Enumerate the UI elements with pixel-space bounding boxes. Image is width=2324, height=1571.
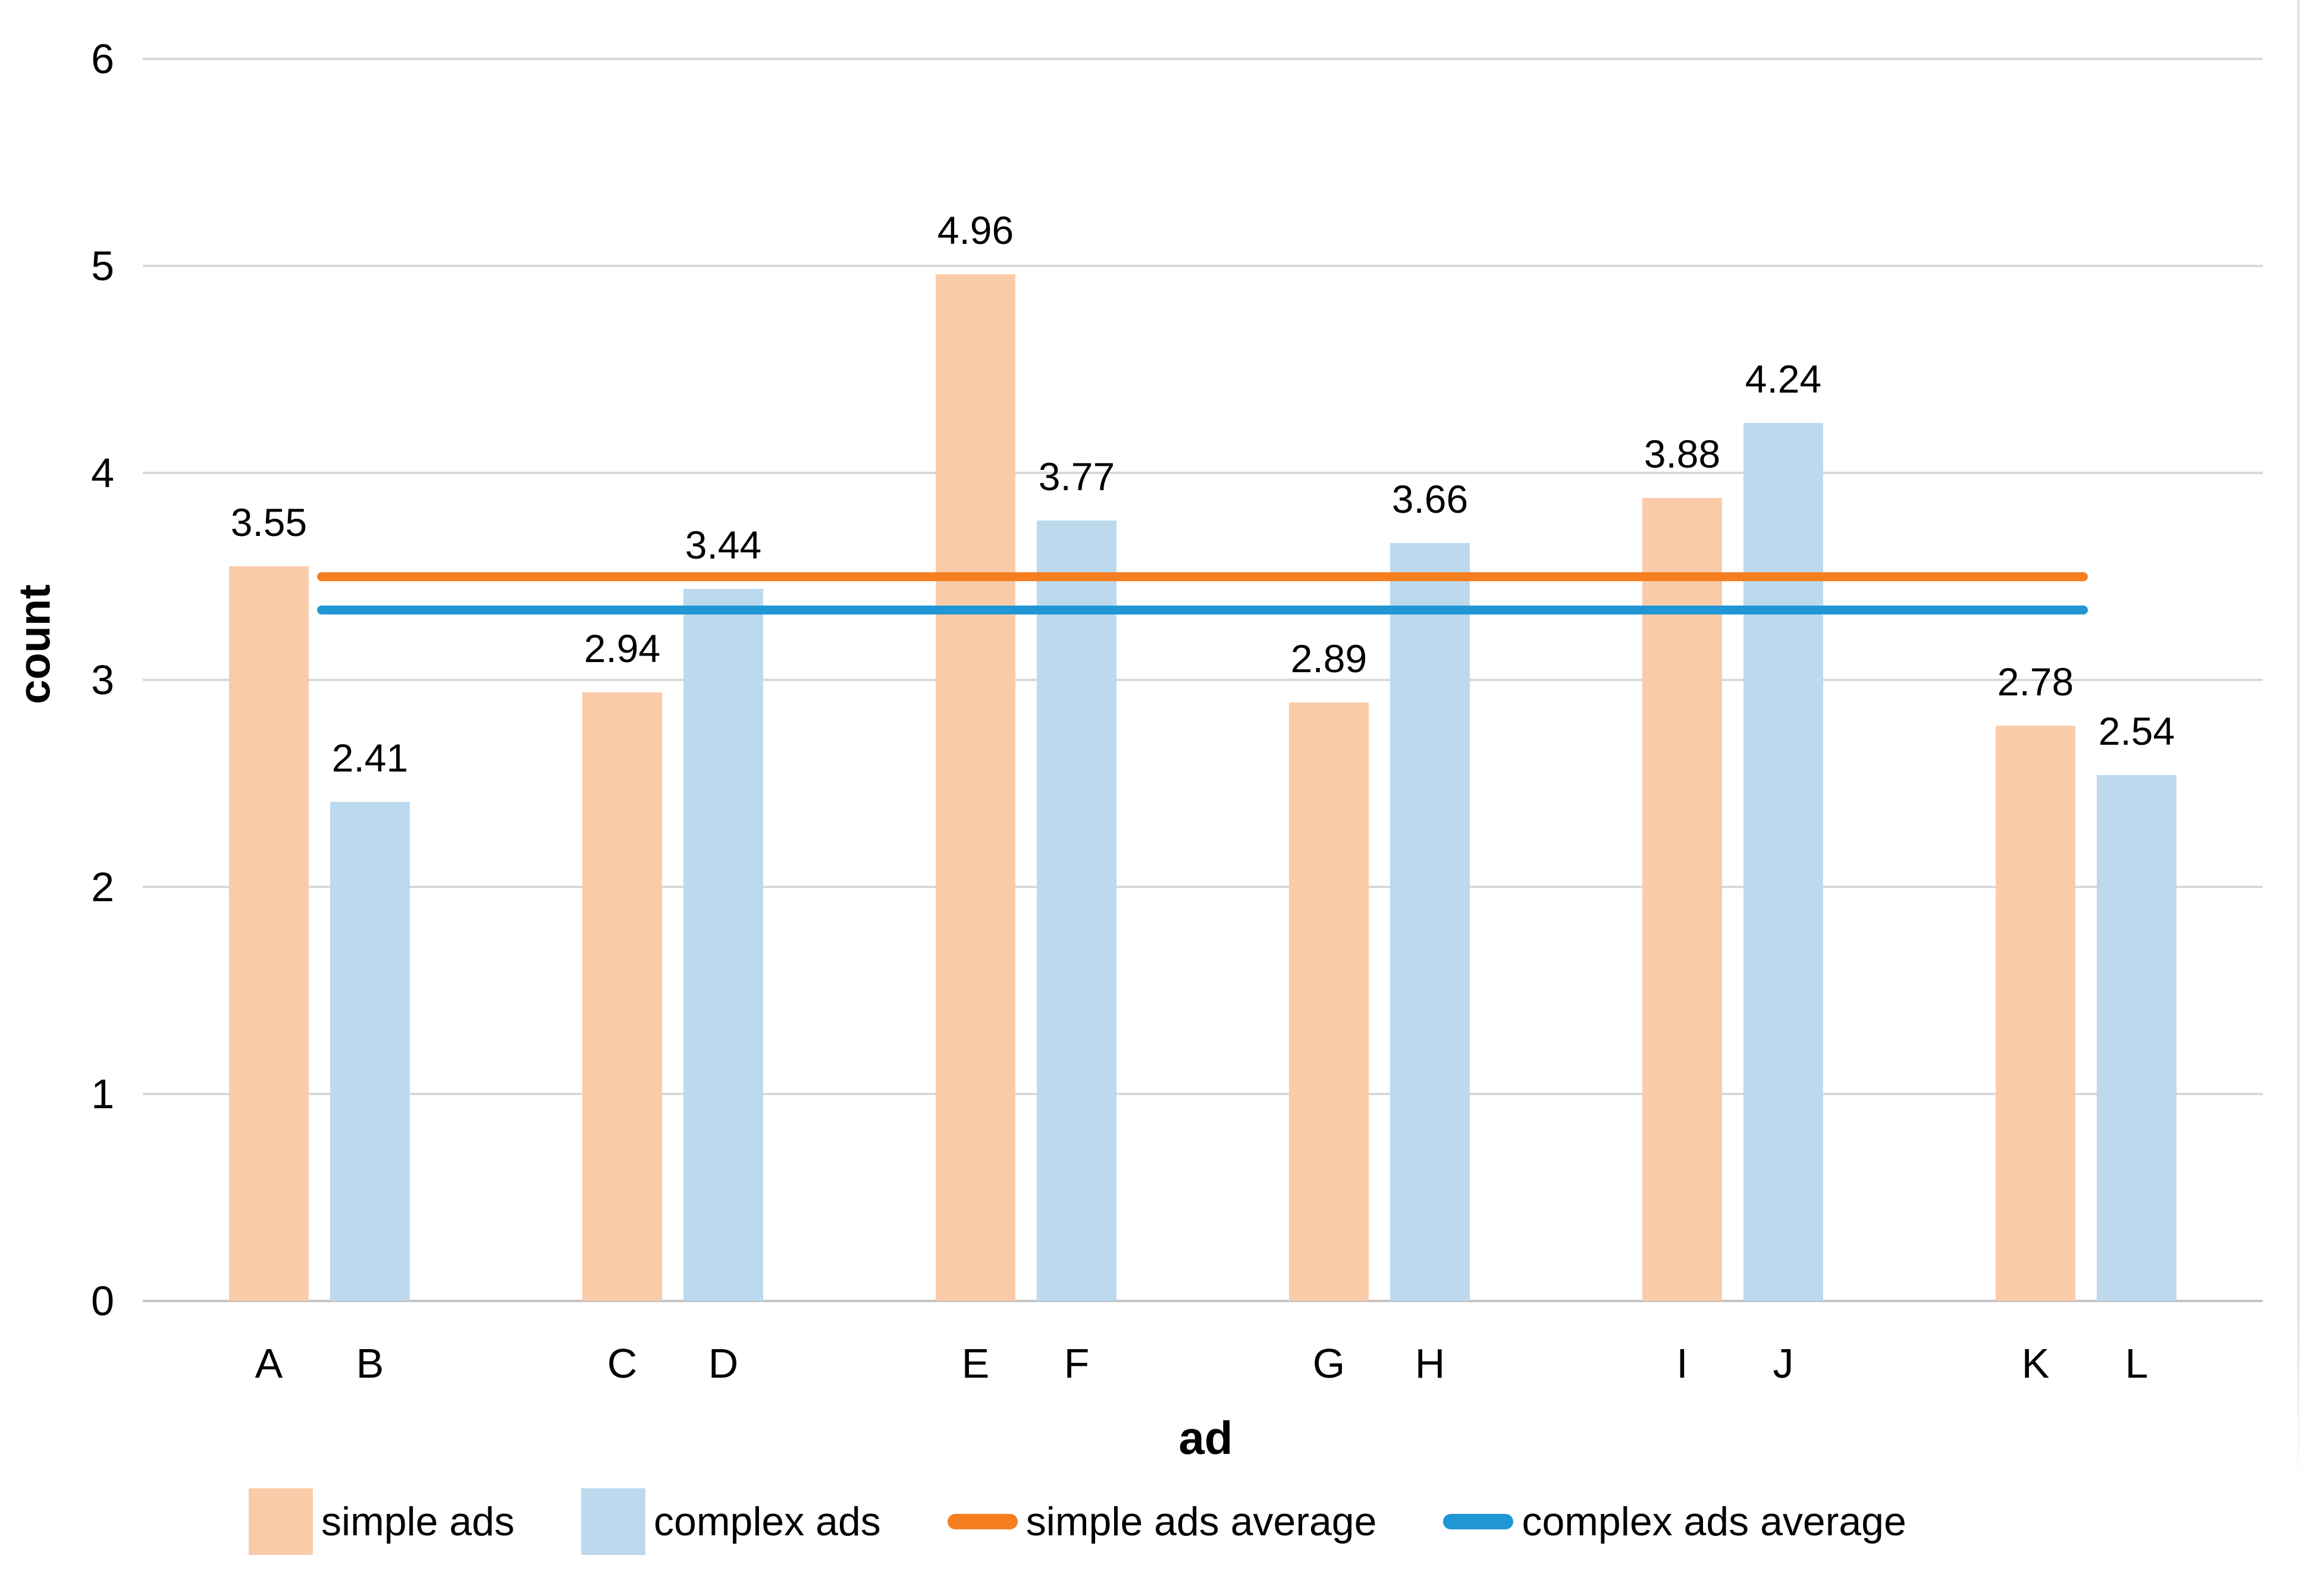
x-tick-label-C: C — [607, 1340, 638, 1387]
bar-A — [229, 566, 309, 1301]
x-tick-label-E: E — [961, 1340, 990, 1387]
gridline-y6 — [143, 58, 2263, 60]
bar-D — [683, 588, 763, 1301]
bar-value-label-K: 2.78 — [1997, 659, 2074, 704]
simple-ads-average-line — [317, 572, 2088, 581]
legend-label-simple-ads: simple ads — [321, 1499, 515, 1544]
bar-value-label-B: 2.41 — [331, 736, 409, 780]
bar-C — [582, 692, 662, 1301]
y-tick-label-2: 2 — [91, 864, 114, 910]
gridline-y0 — [143, 1300, 2263, 1302]
y-tick-label-3: 3 — [91, 657, 114, 703]
legend-label-simple-ads-average: simple ads average — [1025, 1499, 1377, 1544]
bar-K — [1996, 725, 2075, 1301]
bar-L — [2097, 775, 2176, 1301]
bar-value-label-E: 4.96 — [937, 208, 1014, 252]
gridline-y3 — [143, 679, 2263, 681]
bar-J — [1743, 423, 1823, 1301]
complex-ads-average-line — [317, 605, 2088, 614]
legend-label-complex-ads: complex ads — [654, 1499, 881, 1544]
x-tick-label-J: J — [1773, 1340, 1794, 1387]
bar-value-label-A: 3.55 — [230, 500, 308, 544]
x-axis-title: ad — [1178, 1412, 1233, 1464]
gridline-y4 — [143, 472, 2263, 474]
x-tick-label-L: L — [2125, 1340, 2149, 1387]
bar-I — [1642, 497, 1722, 1301]
bar-value-label-F: 3.77 — [1038, 454, 1115, 499]
legend-label-complex-ads-average: complex ads average — [1522, 1499, 1906, 1544]
bar-value-label-J: 4.24 — [1745, 357, 1822, 402]
y-tick-label-0: 0 — [91, 1278, 114, 1324]
legend-item-simple-ads: simple ads — [249, 1488, 515, 1555]
bar-value-label-D: 3.44 — [685, 522, 762, 567]
x-tick-label-H: H — [1415, 1340, 1445, 1387]
chart-legend: simple ads complex ads simple ads average c… — [249, 1480, 1906, 1563]
legend-swatch-1 — [581, 1488, 646, 1555]
gridline-y2 — [143, 886, 2263, 888]
x-tick-label-F: F — [1064, 1340, 1090, 1387]
y-tick-label-6: 6 — [91, 36, 114, 82]
legend-line-swatch-2 — [947, 1514, 1018, 1529]
legend-item-complex-ads-average: complex ads average — [1443, 1498, 1906, 1545]
legend-swatch-0 — [249, 1488, 313, 1555]
y-tick-label-5: 5 — [91, 243, 114, 289]
x-tick-label-G: G — [1312, 1340, 1346, 1387]
bar-B — [330, 802, 410, 1301]
bar-value-label-H: 3.66 — [1391, 477, 1469, 522]
legend-item-simple-ads-average: simple ads average — [947, 1498, 1377, 1545]
bar-F — [1037, 520, 1116, 1301]
legend-item-complex-ads: complex ads — [581, 1488, 881, 1555]
bar-E — [936, 274, 1015, 1301]
gridline-y5 — [143, 265, 2263, 267]
screen-edge-line — [2297, 0, 2300, 1490]
gridline-y1 — [143, 1093, 2263, 1095]
y-axis-title: count — [10, 584, 59, 704]
y-tick-label-1: 1 — [91, 1071, 114, 1117]
x-tick-label-D: D — [708, 1340, 739, 1387]
x-tick-label-A: A — [255, 1340, 283, 1387]
bar-G — [1289, 703, 1369, 1301]
y-tick-label-4: 4 — [91, 450, 114, 496]
bar-value-label-G: 2.89 — [1290, 636, 1368, 681]
bar-H — [1390, 543, 1470, 1301]
bar-value-label-L: 2.54 — [2098, 709, 2175, 754]
bar-value-label-C: 2.94 — [584, 626, 661, 670]
legend-line-swatch-3 — [1443, 1514, 1514, 1529]
x-tick-label-I: I — [1676, 1340, 1688, 1387]
bar-value-label-I: 3.88 — [1644, 431, 1721, 476]
x-tick-label-K: K — [2021, 1340, 2050, 1387]
x-tick-label-B: B — [356, 1340, 384, 1387]
